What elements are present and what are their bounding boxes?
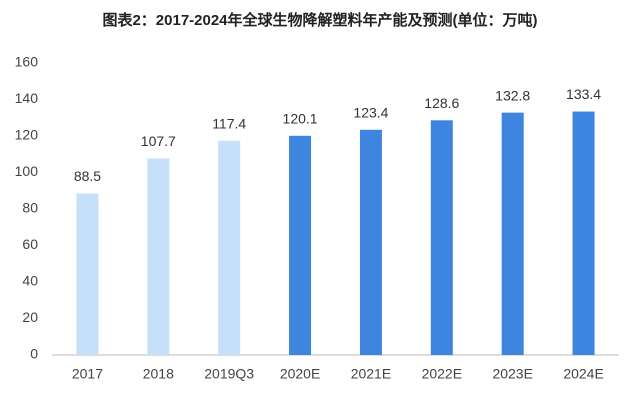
data-label: 120.1 <box>283 111 318 127</box>
data-label: 117.4 <box>212 115 246 131</box>
bar <box>430 120 453 356</box>
bar <box>501 112 524 355</box>
y-tick-label: 80 <box>22 200 38 216</box>
bar <box>147 158 170 355</box>
x-tick-label: 2021E <box>351 366 391 382</box>
y-tick-label: 0 <box>30 346 38 362</box>
bar <box>572 111 595 355</box>
y-tick-label: 160 <box>15 54 39 70</box>
x-tick-label: 2023E <box>492 366 532 382</box>
bar <box>218 140 241 355</box>
data-label: 88.5 <box>74 168 101 184</box>
y-tick-label: 60 <box>22 236 38 252</box>
y-tick-label: 100 <box>15 163 39 179</box>
chart-title: 图表2：2017-2024年全球生物降解塑料年产能及预测(单位：万吨) <box>102 11 537 29</box>
data-label: 123.4 <box>353 104 388 120</box>
x-tick-label: 2022E <box>422 366 462 382</box>
x-tick-label: 2018 <box>143 366 174 382</box>
bar <box>76 193 99 355</box>
data-label: 132.8 <box>495 87 530 103</box>
bar <box>359 129 382 355</box>
y-tick-label: 40 <box>22 273 38 289</box>
x-tick-label: 2019Q3 <box>204 366 254 382</box>
y-tick-label: 120 <box>15 127 39 143</box>
data-label: 107.7 <box>141 133 176 149</box>
x-tick-label: 2017 <box>72 366 103 382</box>
y-tick-label: 140 <box>15 90 39 106</box>
data-label: 133.4 <box>566 86 601 102</box>
x-tick-label: 2020E <box>280 366 320 382</box>
data-label: 128.6 <box>424 95 459 111</box>
y-tick-label: 20 <box>22 309 38 325</box>
x-tick-label: 2024E <box>563 366 603 382</box>
bar <box>289 135 312 355</box>
